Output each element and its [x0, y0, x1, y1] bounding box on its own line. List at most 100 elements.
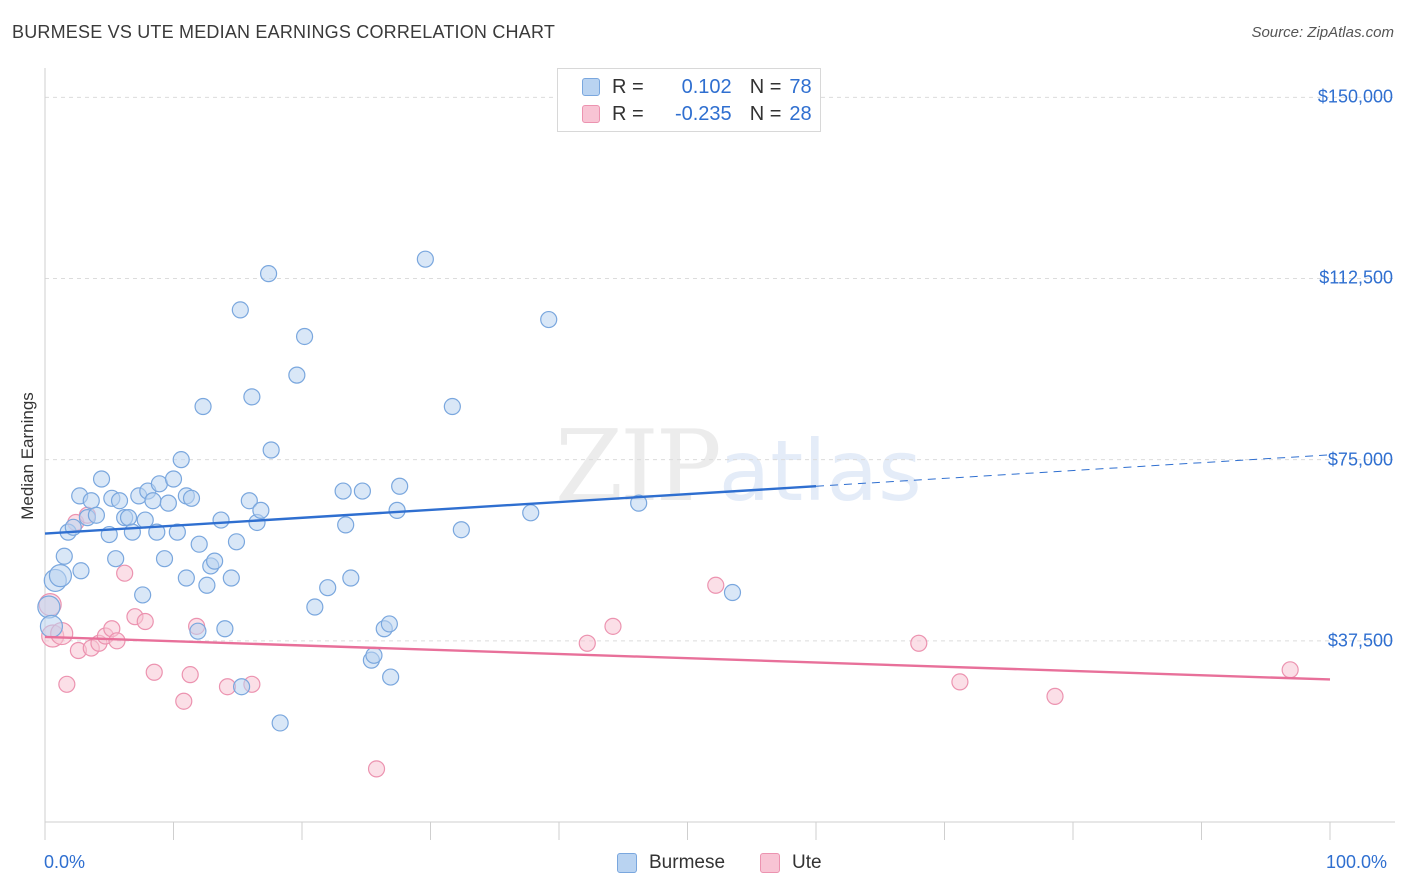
- burmese-swatch: [582, 78, 600, 96]
- burmese-point: [233, 678, 251, 696]
- burmese-point: [540, 310, 558, 329]
- burmese-point: [243, 388, 261, 406]
- burmese-point: [259, 265, 278, 283]
- ute-legend-swatch: [760, 853, 780, 873]
- legend-row-ute: R = -0.235 N = 28: [582, 101, 812, 127]
- n-label: N =: [749, 75, 782, 98]
- ute-swatch: [582, 105, 600, 123]
- x-tick-min: 0.0%: [44, 852, 86, 872]
- legend-item-ute: Ute: [760, 852, 822, 874]
- y-axis-label: Median Earnings: [18, 392, 37, 520]
- ute-trend-line: [44, 635, 1331, 681]
- axes: [44, 68, 1395, 840]
- burmese-point: [452, 521, 470, 539]
- burmese-point: [222, 569, 240, 587]
- y-tick-label: $75,000: [1327, 449, 1393, 470]
- burmese-point: [92, 470, 111, 488]
- burmese-point: [723, 583, 742, 602]
- burmese-point: [306, 598, 324, 616]
- burmese-point: [177, 569, 195, 587]
- r-value: -0.235: [674, 102, 732, 125]
- burmese-point: [252, 501, 270, 519]
- burmese-point: [522, 504, 540, 522]
- burmese-point: [227, 533, 246, 551]
- legend-row-burmese: R = 0.102 N = 78: [582, 74, 812, 100]
- burmese-point: [216, 620, 234, 638]
- legend-label-ute: Ute: [792, 852, 822, 873]
- burmese-point: [87, 506, 106, 524]
- r-label: R =: [612, 75, 644, 98]
- burmese-point: [319, 579, 337, 597]
- burmese-trend-extension: [815, 454, 1331, 487]
- burmese-point: [123, 523, 141, 541]
- burmese-point: [206, 552, 224, 570]
- y-tick-label: $37,500: [1327, 630, 1393, 651]
- ute-point: [951, 673, 969, 691]
- ute-point: [58, 675, 76, 693]
- burmese-point: [55, 547, 73, 565]
- burmese-legend-swatch: [617, 853, 637, 873]
- burmese-point: [443, 397, 461, 416]
- burmese-point: [37, 595, 61, 619]
- ute-point: [578, 634, 596, 652]
- trend-lines: [44, 454, 1331, 681]
- burmese-point: [194, 397, 212, 416]
- burmese-point: [110, 492, 129, 510]
- y-tick-label: $150,000: [1317, 86, 1393, 107]
- ute-point: [367, 760, 386, 778]
- ute-point: [910, 634, 928, 652]
- burmese-point: [295, 327, 314, 346]
- burmese-point: [337, 516, 355, 534]
- burmese-point: [164, 470, 183, 488]
- burmese-point: [190, 535, 208, 553]
- burmese-point: [382, 668, 400, 686]
- burmese-point: [134, 586, 152, 604]
- r-label: R =: [612, 102, 644, 125]
- burmese-point: [182, 489, 201, 507]
- x-tick-max: 100.0%: [1326, 852, 1388, 872]
- burmese-point: [155, 550, 174, 568]
- ute-point: [707, 576, 725, 594]
- watermark-atlas: atlas: [718, 422, 922, 520]
- burmese-point: [342, 569, 360, 587]
- ute-point: [136, 612, 154, 631]
- burmese-point: [334, 482, 352, 500]
- burmese-point: [189, 622, 207, 640]
- burmese-point: [262, 441, 280, 459]
- burmese-point: [144, 492, 162, 510]
- source-label: Source: ZipAtlas.com: [1251, 24, 1394, 41]
- burmese-point: [168, 523, 186, 541]
- burmese-point: [388, 501, 406, 519]
- n-value: 28: [789, 102, 812, 125]
- ute-point: [181, 666, 199, 684]
- burmese-point: [353, 482, 371, 500]
- burmese-point: [365, 646, 383, 664]
- ute-point: [1281, 661, 1299, 679]
- legend-item-burmese: Burmese: [617, 852, 725, 874]
- burmese-point: [288, 366, 306, 384]
- burmese-point: [82, 492, 100, 510]
- burmese-point: [107, 550, 125, 568]
- burmese-point: [391, 477, 409, 495]
- burmese-point: [416, 250, 434, 268]
- ute-point: [1046, 687, 1064, 705]
- burmese-point: [240, 492, 258, 510]
- burmese-point: [172, 451, 190, 469]
- ute-point: [175, 692, 193, 710]
- n-value: 78: [789, 75, 812, 98]
- burmese-point: [231, 301, 249, 319]
- burmese-point: [39, 614, 64, 638]
- burmese-point: [271, 714, 289, 732]
- legend-label-burmese: Burmese: [649, 852, 726, 873]
- series-legend: Burmese Ute: [0, 852, 1406, 878]
- y-tick-label: $112,500: [1319, 267, 1393, 288]
- r-value: 0.102: [681, 75, 732, 98]
- burmese-trend-line: [44, 485, 817, 535]
- ute-point: [116, 564, 134, 582]
- ute-point: [145, 663, 163, 681]
- burmese-point: [380, 615, 398, 633]
- burmese-point: [159, 494, 177, 512]
- burmese-point: [136, 511, 154, 529]
- burmese-point: [198, 576, 216, 594]
